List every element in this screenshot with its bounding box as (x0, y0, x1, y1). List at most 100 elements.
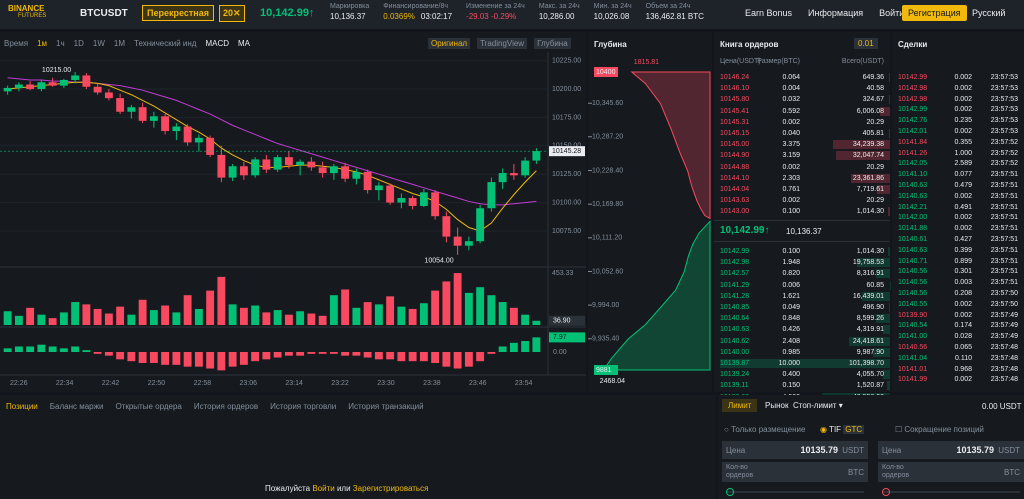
nav-link[interactable]: Войти (879, 8, 905, 18)
book-row[interactable]: 10144.10 2.303 23,361.86 (714, 173, 890, 184)
toolbar-item[interactable]: 1ч (56, 39, 65, 48)
precision[interactable]: 0.01 (854, 38, 878, 49)
reduce-only[interactable]: ☐ Сокращение позиций (895, 425, 984, 434)
depth-bar (849, 336, 890, 346)
stop-limit-tab[interactable]: Стоп-лимит ▾ (793, 401, 843, 410)
slider-knob[interactable] (882, 488, 890, 496)
toolbar-item[interactable]: MACD (205, 39, 230, 48)
book-row[interactable]: 10146.10 0.004 40.58 (714, 83, 890, 94)
trade-row: 10141.04 0.110 23:57:48 (892, 353, 1024, 364)
toolbar-item[interactable]: 1M (113, 39, 126, 48)
book-cell: 10146.10 (720, 85, 750, 93)
book-row[interactable]: 10143.63 0.002 20.29 (714, 195, 890, 206)
post-only[interactable]: ○ Только размещение (724, 425, 806, 434)
book-row[interactable]: 10146.24 0.064 649.36 (714, 72, 890, 83)
price-unit: USDT (842, 446, 864, 455)
book-cell: 0.150 (782, 382, 800, 390)
language[interactable]: Русский (972, 8, 1006, 18)
trade-qty: 0.301 (954, 268, 972, 276)
book-row[interactable]: 10143.00 0.100 1,014.30 (714, 206, 890, 217)
slider-knob[interactable] (726, 488, 734, 496)
book-row[interactable]: 10145.00 3.375 34,239.38 (714, 139, 890, 150)
book-row[interactable]: 10145.31 0.002 20.29 (714, 117, 890, 128)
price-input[interactable]: Цена 10135.79 USDT (878, 441, 1024, 459)
book-row[interactable]: 10145.80 0.032 324.67 (714, 94, 890, 105)
price-input[interactable]: Цена 10135.79 USDT (722, 441, 868, 459)
depth-bar (836, 151, 890, 161)
symbol[interactable]: BTCUSDT (80, 8, 128, 19)
qty-input[interactable]: Кол-во ордеров BTC (722, 462, 868, 482)
toolbar-item[interactable]: Время (4, 39, 29, 48)
trade-price: 10140.63 (898, 192, 928, 200)
book-row[interactable]: 10142.98 1.948 19,758.53 (714, 257, 890, 268)
book-cell: 0.761 (782, 186, 800, 193)
book-row[interactable]: 10142.99 0.100 1,014.30 (714, 246, 890, 257)
toolbar-item[interactable]: 1W (92, 39, 105, 48)
view-button[interactable]: Глубина (534, 38, 571, 49)
book-cell: 32,047.74 (852, 152, 884, 160)
register-link[interactable]: Зарегистрироваться (352, 484, 429, 493)
tif[interactable]: ◉ TIF GTC (820, 425, 865, 434)
book-row[interactable]: 10141.28 1.621 16,439.01 (714, 291, 890, 302)
view-button[interactable]: TradingView (477, 38, 528, 49)
book-row[interactable]: 10145.15 0.040 405.81 (714, 128, 890, 139)
limit-tab[interactable]: Лимит (722, 399, 758, 412)
book-row[interactable]: 10140.63 0.426 4,319.91 (714, 324, 890, 335)
book-row[interactable]: 10144.04 0.761 7,719.61 (714, 184, 890, 195)
bottom-tab[interactable]: История торговли (270, 402, 337, 411)
macd-bar (341, 352, 350, 356)
tif-value[interactable]: GTC (843, 425, 865, 434)
margin-mode[interactable]: Перекрестная (142, 5, 214, 21)
slider[interactable] (726, 491, 864, 493)
register-button[interactable]: Регистрация (902, 5, 967, 21)
book-row[interactable]: 10140.64 0.848 8,599.26 (714, 313, 890, 324)
logo[interactable]: BINANCE (8, 4, 45, 13)
candle-body (138, 107, 147, 121)
stat-value: 10,286.00 (539, 12, 580, 21)
bottom-tab[interactable]: История ордеров (193, 402, 259, 411)
book-row[interactable]: 10144.88 0.002 20.29 (714, 162, 890, 173)
trade-row: 10141.01 0.968 23:57:48 (892, 364, 1024, 375)
toolbar-item[interactable]: MA (238, 39, 251, 48)
nav-link[interactable]: Информация (808, 8, 864, 18)
book-row[interactable]: 10142.57 0.820 8,316.91 (714, 268, 890, 279)
bottom-tabs: Позиции Баланс маржи Открытые ордера Истори… (6, 402, 424, 411)
trade-qty: 0.028 (954, 333, 972, 341)
candle-body (296, 161, 305, 166)
bottom-tab[interactable]: История транзакций (348, 402, 424, 411)
depth-bar (875, 314, 890, 324)
leverage[interactable]: 20✕ (219, 5, 245, 22)
view-button[interactable]: Оригинал (428, 38, 471, 49)
book-row[interactable]: 10139.87 10.000 101,398.70 (714, 358, 890, 369)
trade-time: 23:57:53 (990, 128, 1018, 135)
bottom-tab[interactable]: Позиции (6, 402, 38, 411)
trade-qty: 0.968 (954, 365, 972, 373)
login-link[interactable]: Войти (312, 484, 335, 493)
toolbar-item[interactable]: 1м (37, 39, 48, 48)
x-tick-label: 22:42 (102, 380, 120, 387)
x-tick-label: 22:26 (10, 380, 28, 387)
macd-bar (318, 352, 327, 354)
price-value: 10135.79 (956, 445, 994, 455)
toolbar-item[interactable]: Технический инд (134, 39, 197, 48)
book-row[interactable]: 10140.00 0.985 9,987.90 (714, 347, 890, 358)
book-row[interactable]: 10139.11 0.150 1,520.87 (714, 380, 890, 391)
toolbar-item[interactable]: 1D (73, 39, 84, 48)
book-row[interactable]: 10141.29 0.006 60.85 (714, 280, 890, 291)
trade-price: 10142.99 (898, 74, 928, 81)
book-row[interactable]: 10139.24 0.400 4,055.70 (714, 369, 890, 380)
nav-link[interactable]: Earn Bonus (745, 8, 793, 18)
book-row[interactable]: 10145.41 0.592 6,006.08 (714, 106, 890, 117)
bottom-tab[interactable]: Открытые ордера (115, 402, 182, 411)
volume-bar (194, 308, 203, 325)
book-row[interactable]: 10140.62 2.408 24,418.61 (714, 336, 890, 347)
bottom-tab[interactable]: Баланс маржи (49, 402, 104, 411)
slider[interactable] (882, 491, 1020, 493)
market-tab[interactable]: Рынок (765, 401, 789, 410)
book-cell: 10139.24 (720, 371, 750, 379)
book-row[interactable]: 10144.90 3.159 32,047.74 (714, 150, 890, 161)
macd-bar (183, 352, 192, 367)
book-row[interactable]: 10140.85 0.049 496.90 (714, 302, 890, 313)
qty-input[interactable]: Кол-во ордеров BTC (878, 462, 1024, 482)
volume-bar (408, 308, 417, 325)
